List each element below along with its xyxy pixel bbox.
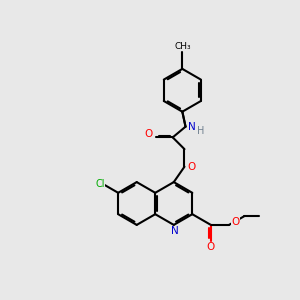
Text: N: N (188, 122, 196, 132)
Text: O: O (231, 217, 240, 227)
Text: O: O (144, 129, 152, 140)
Text: O: O (207, 242, 215, 253)
Text: Cl: Cl (95, 179, 105, 189)
Text: H: H (197, 126, 205, 136)
Text: CH₃: CH₃ (174, 42, 191, 51)
Text: O: O (188, 162, 196, 172)
Text: N: N (171, 226, 179, 236)
